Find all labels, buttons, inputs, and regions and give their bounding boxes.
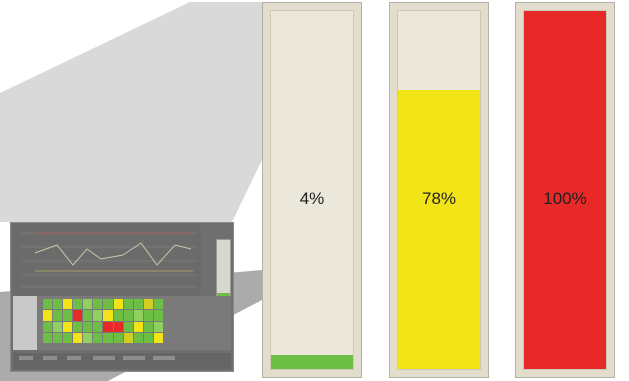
thumbnail-grid-cell [153,310,163,321]
thumbnail-grid-cell [133,310,143,321]
thumbnail-grid-cell [143,299,153,310]
thumbnail-grid-cell [143,332,153,343]
thumbnail-grid-cell [133,332,143,343]
thumbnail-grid-cell [103,321,113,332]
gauge-low: 4% [262,2,362,378]
thumbnail-grid-cell [153,321,163,332]
thumbnail-grid-cell [133,321,143,332]
thumbnail-grid-cell [113,332,123,343]
thumbnail-trend-chart [13,225,201,295]
thumbnail-item-list [13,296,37,350]
thumbnail-grid-cell [93,299,103,310]
thumbnail-grid-cell [63,332,73,343]
gauge-fill [271,354,353,369]
thumbnail-grid-cell [103,310,113,321]
gauge-track: 78% [397,10,481,370]
thumbnail-grid-cell [73,310,83,321]
thumbnail-grid-cell [83,332,93,343]
thumbnail-footer [13,353,231,369]
thumbnail-grid-cell [63,310,73,321]
thumbnail-status-grid [43,299,163,343]
thumbnail-grid-cell [123,310,133,321]
thumbnail-grid-cell [43,310,53,321]
thumbnail-grid-cell [53,332,63,343]
thumbnail-grid-cell [63,321,73,332]
thumbnail-grid-cell [143,310,153,321]
thumbnail-grid-cell [123,321,133,332]
thumbnail-grid-cell [43,332,53,343]
thumbnail-grid-cell [123,332,133,343]
thumbnail-footer-tab [93,356,115,360]
thumbnail-grid-cell [153,332,163,343]
thumbnail-grid-cell [93,332,103,343]
gauge-fill [524,11,606,369]
thumbnail-grid-cell [113,299,123,310]
thumbnail-grid-cell [53,321,63,332]
thumbnail-trend-line [34,242,192,266]
thumbnail-footer-tab [43,356,57,360]
thumbnail-grid-cell [73,332,83,343]
gauge-full: 100% [515,2,615,378]
thumbnail-grid-cell [113,310,123,321]
thumbnail-footer-tab [67,356,81,360]
gauge-track: 100% [523,10,607,370]
thumbnail-mini-gauge-fill [217,293,230,298]
thumbnail-grid-cell [123,299,133,310]
thumbnail-grid-cell [103,299,113,310]
thumbnail-trend-lines [21,232,197,288]
gauge-percent-label: 78% [421,189,457,208]
thumbnail-grid-cell [73,321,83,332]
thumbnail-grid-cell [63,299,73,310]
gauge-percent-label: 100% [543,189,587,208]
gauge-medium: 78% [389,2,489,378]
thumbnail-grid-cell [93,321,103,332]
thumbnail-grid-cell [73,299,83,310]
thumbnail-grid-cell [143,321,153,332]
thumbnail-grid-cell [43,321,53,332]
gauge-fill [398,89,480,369]
gauge-track: 4% [270,10,354,370]
thumbnail-footer-tab [123,356,145,360]
thumbnail-grid-cell [53,299,63,310]
thumbnail-grid-cell [93,310,103,321]
thumbnail-grid-cell [83,310,93,321]
thumbnail-grid-cell [83,321,93,332]
thumbnail-grid-cell [53,310,63,321]
thumbnail-grid-cell [133,299,143,310]
thumbnail-grid-cell [113,321,123,332]
thumbnail-footer-tab [153,356,175,360]
zoom-wedge-upper [0,2,262,222]
app-thumbnail [10,222,234,372]
gauge-percent-label: 4% [299,189,325,208]
thumbnail-grid-cell [43,299,53,310]
thumbnail-grid-cell [103,332,113,343]
thumbnail-data-panel [13,296,231,350]
thumbnail-grid-cell [153,299,163,310]
thumbnail-mini-gauge [216,239,231,299]
thumbnail-footer-tab [19,356,33,360]
thumbnail-grid-cell [83,299,93,310]
